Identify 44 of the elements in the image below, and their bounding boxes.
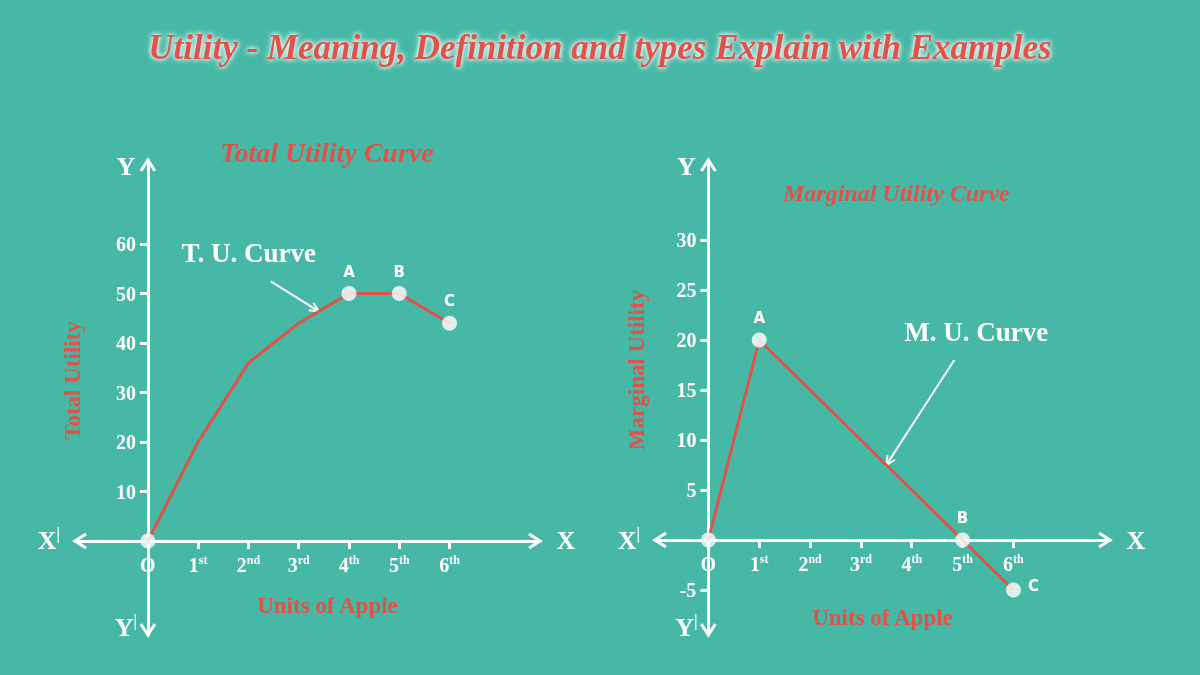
annotation: B bbox=[956, 509, 969, 527]
point bbox=[140, 533, 156, 549]
x-axis-title: Units of Apple bbox=[257, 593, 398, 619]
annotation: A bbox=[343, 262, 356, 281]
annotation: B bbox=[393, 262, 405, 281]
annotation: Y| bbox=[114, 611, 138, 642]
point bbox=[341, 286, 357, 302]
point bbox=[751, 332, 767, 348]
y-tick-label: 20 bbox=[676, 329, 697, 351]
point bbox=[955, 532, 971, 548]
y-tick-label: 40 bbox=[115, 332, 136, 355]
chart-subtitle: Total Utility Curve bbox=[220, 136, 434, 168]
text: X bbox=[556, 526, 576, 556]
text: X bbox=[1126, 525, 1146, 555]
y-tick-label: 15 bbox=[676, 379, 697, 401]
point bbox=[700, 532, 716, 548]
annotation: T. U. Curve bbox=[181, 238, 317, 269]
y-tick-label: 50 bbox=[115, 282, 136, 305]
annotation: A bbox=[753, 309, 766, 327]
text: Marginal Utility Curve bbox=[782, 180, 1011, 206]
annotation: C bbox=[1027, 577, 1039, 595]
y-tick-label: 10 bbox=[676, 429, 697, 451]
y-tick-label: 25 bbox=[676, 279, 697, 301]
y-tick-label: -5 bbox=[679, 579, 697, 601]
y-tick-label: 20 bbox=[115, 431, 136, 454]
y-tick-label: 30 bbox=[115, 381, 136, 404]
annotation: Y| bbox=[675, 611, 698, 642]
y-tick-label: 60 bbox=[115, 233, 136, 256]
y-axis-title: Marginal Utility bbox=[623, 289, 649, 451]
y-axis-title: Total Utility bbox=[60, 320, 86, 440]
annotation: M. U. Curve bbox=[904, 317, 1049, 347]
point bbox=[391, 286, 407, 302]
y-tick-label: 10 bbox=[115, 480, 136, 503]
x-axis-title: Units of Apple bbox=[812, 604, 953, 630]
y-tick-label: 30 bbox=[676, 229, 697, 251]
text: X| bbox=[37, 525, 61, 556]
annotation: Y bbox=[116, 151, 136, 181]
point bbox=[442, 315, 458, 331]
annotation: Y bbox=[676, 151, 696, 181]
annotation: C bbox=[444, 292, 456, 311]
chart-title: Utility - Meaning, Definition and types Explain with Examples bbox=[147, 28, 1053, 68]
point bbox=[1005, 582, 1021, 598]
text: X| bbox=[617, 524, 641, 555]
y-tick-label: 5 bbox=[686, 479, 697, 501]
